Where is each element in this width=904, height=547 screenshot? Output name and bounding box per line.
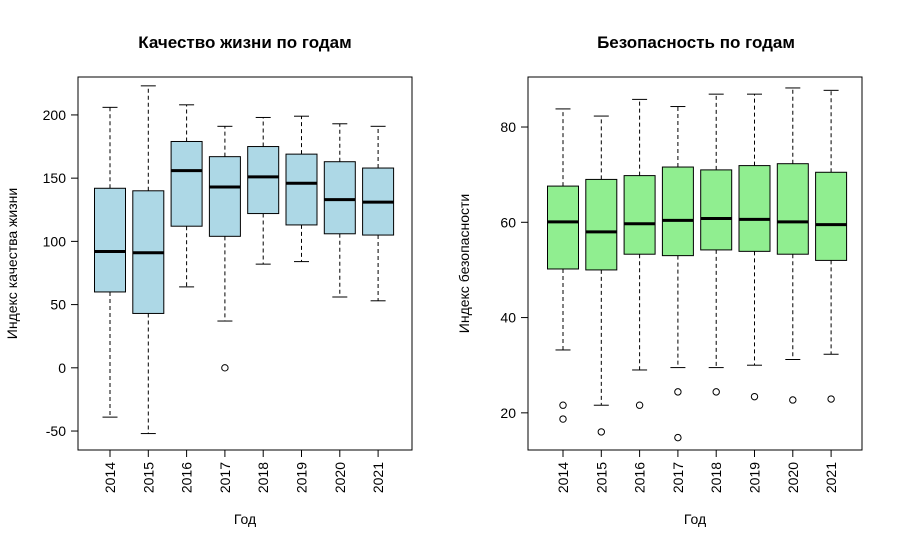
- y-tick-label: 150: [43, 170, 67, 186]
- x-tick-label: 2014: [102, 462, 118, 493]
- box-2018: [700, 93, 733, 396]
- outlier-point: [750, 392, 759, 401]
- box-2017: [661, 106, 694, 442]
- outlier-point: [559, 415, 567, 423]
- y-axis-label: Индекс безопасности: [456, 194, 472, 333]
- chart-panel-2: Безопасность по годам 20 40 60 80 Индекс безо…: [456, 33, 863, 527]
- outlier-point: [635, 401, 644, 409]
- y-tick-label: 200: [43, 107, 67, 123]
- y-tick-label: 50: [50, 297, 66, 313]
- box-iqr: [623, 175, 656, 255]
- box-iqr: [94, 187, 126, 293]
- box-2017: [208, 125, 241, 372]
- x-tick-label: 2014: [555, 462, 571, 493]
- box-iqr: [815, 171, 848, 261]
- x-tick-label: 2018: [708, 462, 724, 493]
- plot-frame: [527, 76, 863, 451]
- box-iqr: [585, 178, 618, 271]
- x-tick-label: 2021: [370, 462, 386, 493]
- y-tick-label: 40: [500, 310, 516, 326]
- y-tick-label: 80: [500, 119, 516, 135]
- box-iqr: [700, 169, 733, 251]
- outlier-point: [789, 396, 797, 404]
- y-tick-label: 100: [43, 233, 67, 249]
- box-2020: [776, 87, 809, 404]
- box-2019: [285, 115, 318, 263]
- x-tick-label: 2021: [823, 462, 839, 493]
- x-tick-label: 2020: [332, 462, 348, 493]
- outlier-point: [827, 395, 835, 403]
- x-tick-label: 2016: [632, 462, 648, 493]
- outlier-point: [559, 401, 567, 409]
- outlier-point: [221, 364, 229, 372]
- y-tick-label: 60: [500, 214, 516, 230]
- box-iqr: [323, 161, 356, 235]
- box-iqr: [285, 153, 318, 226]
- x-axis-label: Год: [234, 511, 256, 527]
- outlier-point: [674, 433, 682, 442]
- chart-title: Качество жизни по годам: [138, 33, 351, 52]
- y-axis-label: Индекс качества жизни: [4, 188, 20, 339]
- x-tick-label: 2018: [255, 462, 271, 493]
- box-2021: [815, 89, 848, 403]
- box-2021: [362, 125, 395, 302]
- box-2014: [547, 108, 579, 423]
- chart-title: Безопасность по годам: [597, 33, 795, 52]
- y-tick-label: 0: [58, 360, 66, 376]
- box-2016: [623, 98, 656, 409]
- y-tick-label: 20: [500, 405, 516, 421]
- box-2014: [94, 106, 126, 418]
- box-2016: [170, 104, 203, 288]
- box-iqr: [738, 165, 771, 252]
- x-tick-label: 2015: [140, 462, 156, 493]
- x-tick-label: 2017: [670, 462, 686, 493]
- box-iqr: [247, 146, 280, 215]
- x-tick-label: 2019: [747, 462, 763, 493]
- x-tick-label: 2020: [785, 462, 801, 493]
- box-2020: [323, 123, 356, 298]
- box-2015: [132, 85, 165, 435]
- x-axis-label: Год: [684, 511, 706, 527]
- x-tick-label: 2015: [593, 462, 609, 493]
- box-iqr: [170, 140, 203, 227]
- box-iqr: [661, 166, 694, 257]
- x-tick-label: 2019: [294, 462, 310, 493]
- chart-panel-1: Качество жизни по годам -50 0 50 100 150 200 Ин…: [4, 33, 413, 527]
- x-tick-label: 2017: [217, 462, 233, 493]
- box-iqr: [776, 163, 809, 255]
- box-iqr: [208, 156, 241, 237]
- x-tick-label: 2016: [179, 462, 195, 493]
- y-tick-label: -50: [46, 423, 66, 439]
- box-2018: [247, 116, 280, 265]
- box-2019: [738, 93, 771, 401]
- outlier-point: [674, 388, 682, 396]
- outlier-point: [712, 388, 720, 396]
- outlier-point: [597, 428, 605, 436]
- box-2015: [585, 115, 618, 436]
- plot-frame: [77, 76, 413, 451]
- box-iqr: [547, 185, 579, 270]
